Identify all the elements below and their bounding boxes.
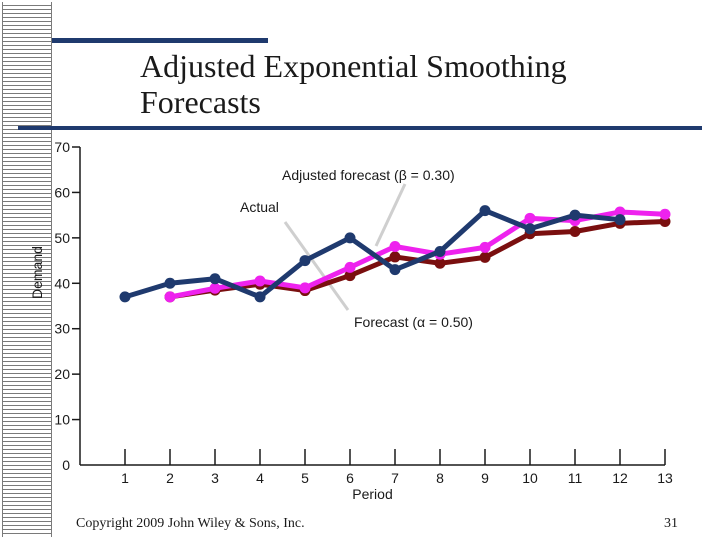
- copyright-text: Copyright 2009 John Wiley & Sons, Inc.: [76, 516, 305, 531]
- annotation-label-adjusted: Adjusted forecast (β = 0.30): [282, 167, 455, 183]
- series-point-1: [344, 270, 356, 282]
- annotation-label-actual: Actual: [240, 199, 279, 215]
- x-tick-label: 3: [211, 470, 219, 486]
- series-point-2: [659, 208, 671, 220]
- x-tick-label: 5: [301, 470, 309, 486]
- title-rule-bottom: [18, 126, 702, 130]
- title-rule-top: [52, 38, 268, 43]
- series-point-0: [569, 209, 581, 221]
- x-tick-label: 1: [121, 470, 129, 486]
- x-tick-label: 4: [256, 470, 264, 486]
- chart-series-layer: [119, 205, 671, 303]
- series-point-0: [254, 291, 266, 303]
- chart-annotation-lines: [283, 183, 407, 311]
- series-point-0: [299, 255, 311, 267]
- series-point-2: [164, 291, 176, 303]
- decorative-stripe-panel: [2, 2, 52, 537]
- series-point-0: [524, 223, 536, 235]
- y-tick-label: 70: [54, 139, 70, 155]
- series-line-2: [167, 209, 668, 300]
- slide-title-line-1: Adjusted Exponential Smoothing: [140, 48, 567, 84]
- series-point-0: [164, 277, 176, 289]
- annotation-pointer-adjusted: [374, 183, 407, 247]
- series-point-0: [479, 205, 491, 217]
- y-tick-label: 20: [54, 366, 70, 382]
- series-point-0: [119, 291, 131, 303]
- x-tick-label: 10: [522, 470, 538, 486]
- series-point-1: [389, 251, 401, 263]
- series-point-0: [614, 214, 626, 226]
- chart-labels: Period Demand Adjusted forecast (β = 0.30)…: [29, 167, 473, 502]
- series-point-1: [434, 257, 446, 269]
- series-point-2: [389, 240, 401, 252]
- y-tick-label: 60: [54, 184, 70, 200]
- x-tick-label: 6: [346, 470, 354, 486]
- y-tick-label: 0: [62, 457, 70, 473]
- series-point-1: [569, 225, 581, 237]
- y-tick-label: 30: [54, 321, 70, 337]
- series-point-2: [524, 212, 536, 224]
- x-tick-label: 8: [436, 470, 444, 486]
- annotation-pointer-forecast: [283, 221, 350, 311]
- y-tick-label: 40: [54, 275, 70, 291]
- series-point-0: [344, 232, 356, 244]
- y-tick-label: 10: [54, 412, 70, 428]
- x-axis-title: Period: [352, 486, 392, 502]
- x-tick-label: 7: [391, 470, 399, 486]
- series-point-0: [209, 273, 221, 285]
- series-point-2: [479, 241, 491, 253]
- x-tick-label: 2: [166, 470, 174, 486]
- series-line-0: [122, 208, 623, 300]
- series-point-2: [299, 282, 311, 294]
- series-point-2: [344, 261, 356, 273]
- y-axis-title: Demand: [29, 246, 45, 299]
- x-tick-label: 9: [481, 470, 489, 486]
- annotation-label-forecast: Forecast (α = 0.50): [354, 314, 473, 330]
- page-number: 31: [664, 516, 678, 531]
- series-point-1: [479, 251, 491, 263]
- series-point-0: [434, 245, 446, 257]
- slide-title-line-2: Forecasts: [140, 84, 261, 120]
- series-point-0: [389, 264, 401, 276]
- title-rule-divider: [106, 44, 110, 124]
- series-point-2: [614, 206, 626, 218]
- x-tick-label: 11: [568, 470, 583, 486]
- x-tick-label: 13: [657, 470, 673, 486]
- slide-title: Adjusted Exponential Smoothing Forecasts: [140, 48, 700, 120]
- series-point-2: [254, 275, 266, 287]
- y-tick-label: 50: [54, 230, 70, 246]
- series-point-2: [209, 282, 221, 294]
- x-tick-label: 12: [612, 470, 628, 486]
